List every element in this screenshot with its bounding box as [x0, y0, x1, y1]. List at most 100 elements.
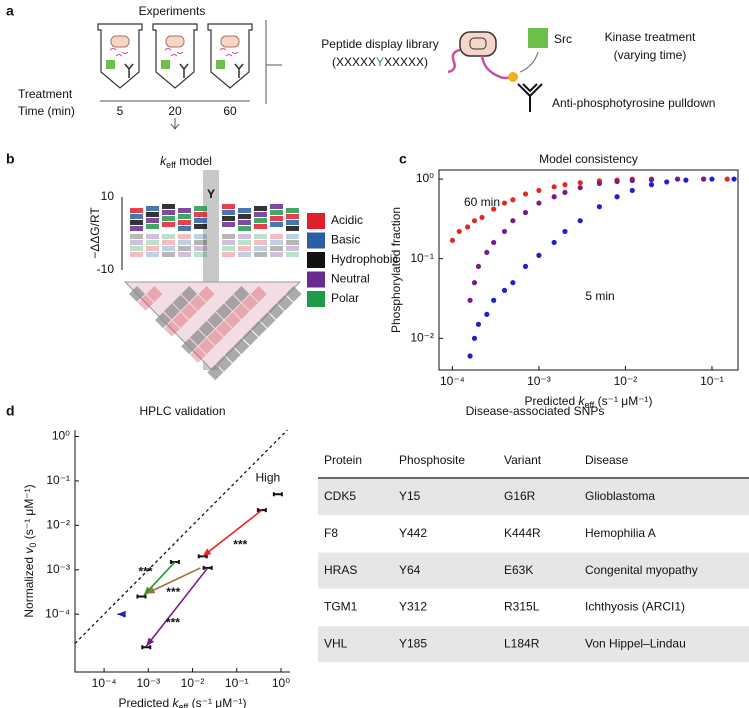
label-subscript: eff — [166, 160, 176, 170]
arrow-shaft — [145, 567, 209, 647]
significance-label: *** — [166, 585, 180, 599]
peptides — [109, 48, 129, 57]
logo-letter — [238, 214, 251, 219]
logo-letter — [222, 210, 235, 215]
cell — [165, 35, 185, 48]
x-tick-label: 10⁻¹ — [700, 374, 724, 388]
logo-letter — [194, 234, 207, 239]
x-tick-label: 10⁻³ — [527, 374, 551, 388]
kinase-arrow — [519, 51, 539, 73]
antibody — [124, 63, 134, 78]
logo-letter — [130, 234, 143, 239]
data-point — [536, 252, 542, 258]
logo-letter — [146, 218, 159, 223]
table-header: Variant — [504, 453, 542, 467]
sequence-part: XXXXX) — [384, 55, 428, 69]
kinase — [161, 60, 170, 69]
y-tick-label: 10⁻³ — [46, 562, 70, 576]
down-arrow — [170, 118, 180, 130]
logo-letter — [130, 214, 143, 219]
table-header: Protein — [324, 453, 362, 467]
logo-letter — [178, 214, 191, 219]
logo-letter — [194, 224, 207, 229]
panel-label: d — [6, 403, 15, 419]
x-axis-label: Predicted keff (s⁻¹ μM⁻¹) — [118, 696, 246, 708]
data-point — [629, 177, 635, 184]
logo-letter — [130, 226, 143, 231]
data-point — [577, 185, 583, 191]
x-tick-label: 10⁰ — [272, 676, 290, 690]
table-header: Disease — [585, 453, 629, 467]
logo-letter — [222, 252, 235, 257]
heatmap-cell — [207, 329, 224, 346]
heatmap-cell — [189, 294, 206, 311]
heatmap-cell — [242, 329, 259, 346]
kinase — [106, 60, 115, 69]
label-subscript: eff — [584, 400, 594, 410]
logo-letter — [238, 252, 251, 257]
label-text: (s⁻¹ μM⁻¹) — [22, 484, 36, 542]
data-point — [467, 353, 473, 359]
panel-label: a — [6, 3, 14, 19]
data-point — [272, 492, 283, 497]
label-subscript: eff — [178, 702, 188, 708]
data-point — [551, 239, 557, 246]
logo-letter — [238, 240, 251, 245]
logo-letter — [194, 240, 207, 245]
y-axis-label: Normalized v0 (s⁻¹ μM⁻¹) — [22, 484, 38, 617]
axes — [74, 430, 290, 673]
antibody — [179, 63, 189, 78]
data-point — [456, 228, 462, 235]
heatmap-cell — [224, 312, 241, 329]
logo-letter — [146, 234, 159, 239]
label-text: Predicted — [118, 696, 172, 708]
logo-letter — [286, 252, 299, 257]
data-point — [141, 645, 152, 650]
heatmap-cell — [189, 329, 206, 346]
logo-letter — [254, 218, 267, 223]
cell — [459, 31, 497, 57]
logo-letter — [222, 222, 235, 227]
data-point — [522, 191, 529, 197]
heatmap-cell — [233, 303, 250, 320]
table-cell: Congenital myopathy — [585, 563, 698, 577]
data-point — [614, 178, 620, 185]
logo-letter — [270, 210, 283, 215]
table-title: Disease-associated SNPs — [466, 404, 605, 418]
data-point — [648, 182, 655, 188]
library-title: Peptide display library — [321, 37, 438, 51]
label-variable: k — [160, 154, 167, 168]
row-shade — [318, 552, 749, 589]
logo-letter — [238, 226, 251, 231]
tube — [207, 23, 253, 89]
heatmap-cell — [181, 286, 198, 302]
arrow-head — [202, 548, 212, 557]
data-point — [629, 187, 635, 194]
chart-title: HPLC validation — [139, 404, 225, 418]
table-cell: Y312 — [399, 600, 427, 614]
logo-letter — [162, 204, 175, 209]
heatmap-cell — [285, 286, 302, 302]
label-variable: k — [578, 394, 585, 408]
treatment-label: Treatment — [18, 87, 73, 101]
row-shade — [318, 626, 749, 663]
legend-swatch — [307, 252, 325, 268]
table-header: Phosphosite — [399, 453, 465, 467]
heatmap-cell — [259, 312, 276, 329]
logo-letter — [238, 246, 251, 251]
logo-letter — [238, 234, 251, 239]
arrow-shaft — [202, 509, 263, 558]
pulldown-label: Anti-phosphotyrosine pulldown — [552, 96, 715, 110]
logo-letter — [146, 246, 159, 251]
panel-label: c — [399, 151, 407, 167]
heatmap-cell — [198, 320, 215, 337]
logo-letter — [130, 246, 143, 251]
legend-label: Neutral — [331, 272, 370, 286]
logo-letter — [286, 226, 299, 231]
y-tick-label: 10⁻¹ — [410, 251, 434, 265]
logo-letter — [254, 206, 267, 211]
logo-letter — [146, 212, 159, 217]
arrow-head — [146, 586, 156, 594]
series-label: 60 min — [464, 195, 500, 209]
